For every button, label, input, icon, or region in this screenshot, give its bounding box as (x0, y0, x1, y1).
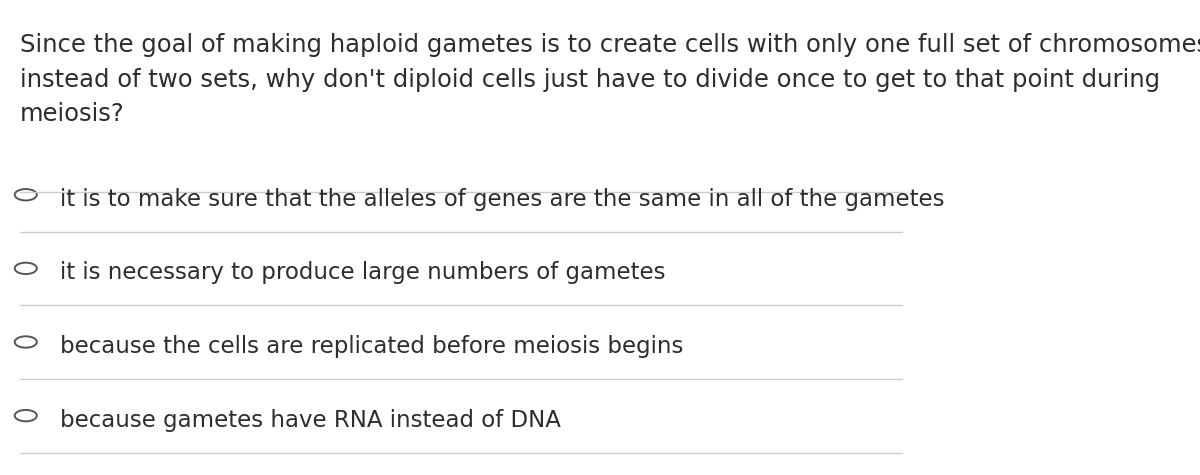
Text: because the cells are replicated before meiosis begins: because the cells are replicated before … (60, 335, 683, 358)
Text: because gametes have RNA instead of DNA: because gametes have RNA instead of DNA (60, 408, 560, 431)
Text: Since the goal of making haploid gametes is to create cells with only one full s: Since the goal of making haploid gametes… (20, 33, 1200, 126)
Text: it is to make sure that the alleles of genes are the same in all of the gametes: it is to make sure that the alleles of g… (60, 188, 944, 210)
Text: it is necessary to produce large numbers of gametes: it is necessary to produce large numbers… (60, 261, 665, 284)
